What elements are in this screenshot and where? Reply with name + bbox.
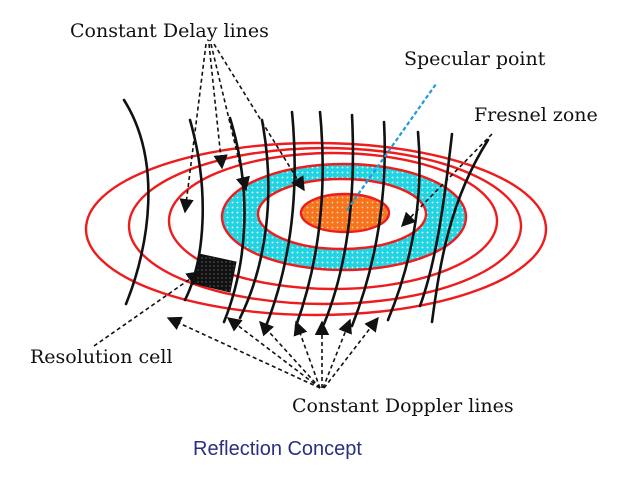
resolution-cell-arrow xyxy=(93,271,202,347)
label-resolution-cell: Resolution cell xyxy=(30,346,173,368)
doppler-arrow-4 xyxy=(293,320,321,389)
delay-ring-6 xyxy=(84,141,548,317)
doppler-line-5 xyxy=(264,110,296,328)
caption: Reflection Concept xyxy=(193,438,362,460)
doppler-arrow-7 xyxy=(323,316,379,389)
constant-delay-arrows xyxy=(179,43,305,214)
delay-arrow-2 xyxy=(208,43,228,170)
doppler-line-10 xyxy=(418,132,454,308)
fresnel-zone-arrow xyxy=(400,133,493,228)
constant-doppler-lines xyxy=(122,98,490,328)
doppler-arrow-6 xyxy=(322,318,352,389)
specular-point-fill xyxy=(301,194,389,232)
delay-ring-4 xyxy=(167,151,499,291)
constant-delay-rings xyxy=(84,141,548,317)
delay-arrow-1 xyxy=(179,43,207,214)
delay-ring-5 xyxy=(127,146,523,306)
doppler-line-6 xyxy=(294,110,324,328)
label-fresnel-zone: Fresnel zone xyxy=(474,104,598,126)
doppler-arrow-3 xyxy=(259,320,321,389)
doppler-line-3 xyxy=(222,116,246,324)
label-constant-doppler-lines: Constant Doppler lines xyxy=(292,395,514,417)
delay-ring-3 xyxy=(220,162,468,272)
label-specular-point: Specular point xyxy=(404,48,546,70)
doppler-line-9 xyxy=(386,130,421,322)
constant-doppler-arrows xyxy=(166,316,379,389)
doppler-line-8 xyxy=(350,120,387,328)
delay-ring-1 xyxy=(299,192,391,234)
doppler-line-4 xyxy=(238,118,270,320)
delay-ring-2 xyxy=(256,177,428,251)
doppler-line-7 xyxy=(322,113,355,326)
doppler-line-11 xyxy=(430,138,490,324)
doppler-arrow-1 xyxy=(166,316,321,389)
doppler-arrow-2 xyxy=(226,317,321,389)
delay-arrow-4 xyxy=(213,43,305,192)
doppler-line-1 xyxy=(122,98,150,306)
label-constant-delay-lines: Constant Delay lines xyxy=(70,20,269,42)
